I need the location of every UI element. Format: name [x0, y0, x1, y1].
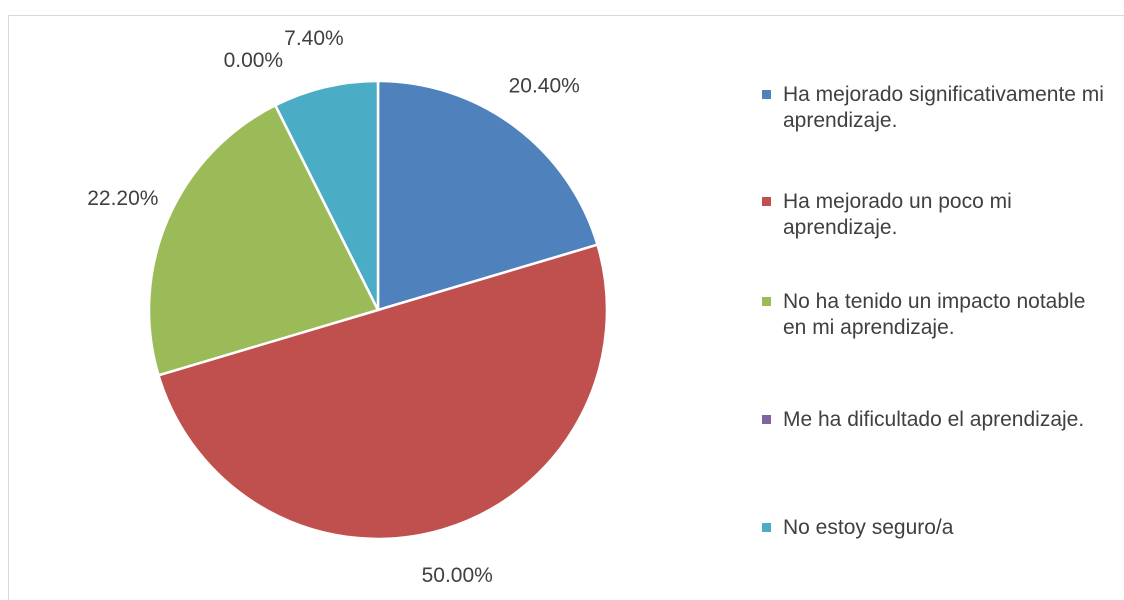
data-label: 7.40% [284, 27, 344, 50]
legend-item: No estoy seguro/a [762, 515, 1112, 541]
legend-item: Me ha dificultado el aprendizaje. [762, 407, 1112, 433]
legend-swatch [762, 197, 771, 206]
chart-frame [8, 15, 1124, 600]
pie-slice [147, 103, 380, 377]
pie-slice [156, 243, 609, 540]
legend-swatch [762, 523, 771, 532]
legend-label: No estoy seguro/a [783, 516, 954, 539]
legend-item: No ha tenido un impacto notable en mi ap… [762, 289, 1112, 341]
data-label: 50.00% [422, 564, 493, 587]
legend-label: Ha mejorado significativamente mi aprend… [783, 83, 1104, 132]
legend-item: Ha mejorado significativamente mi aprend… [762, 82, 1112, 134]
data-label: 20.40% [509, 75, 580, 98]
legend-label: Me ha dificultado el aprendizaje. [783, 408, 1085, 431]
data-label: 22.20% [87, 187, 158, 210]
legend-swatch [762, 297, 771, 306]
data-label: 0.00% [224, 49, 284, 72]
pie-slice [273, 79, 380, 311]
legend-label: No ha tenido un impacto notable en mi ap… [783, 290, 1086, 339]
pie-slice [376, 79, 600, 312]
legend-item: Ha mejorado un poco mi aprendizaje. [762, 189, 1112, 241]
legend-swatch [762, 415, 771, 424]
legend-label: Ha mejorado un poco mi aprendizaje. [783, 190, 1012, 239]
legend-swatch [762, 90, 771, 99]
